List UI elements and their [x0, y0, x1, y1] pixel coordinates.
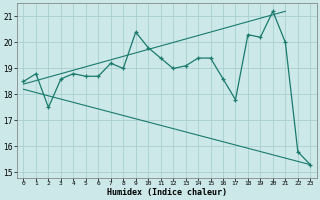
- X-axis label: Humidex (Indice chaleur): Humidex (Indice chaleur): [107, 188, 227, 197]
